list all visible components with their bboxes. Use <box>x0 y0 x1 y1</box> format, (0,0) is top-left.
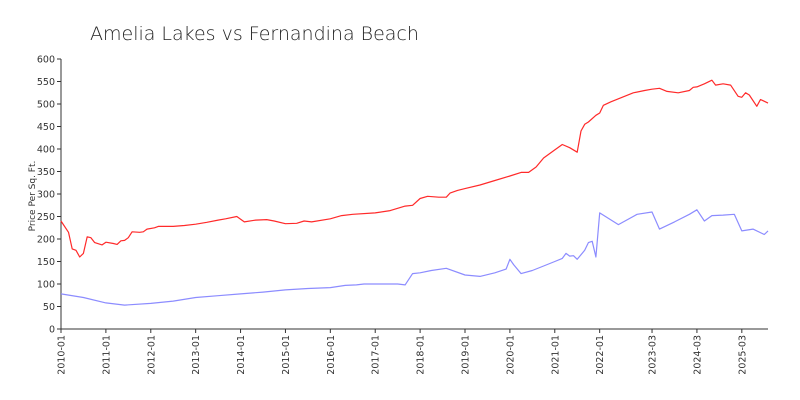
axes <box>60 59 768 330</box>
x-tick-label: 2012-01 <box>146 335 157 375</box>
y-tick-label: 50 <box>43 302 55 313</box>
x-tick-label: 2011-01 <box>101 335 112 375</box>
y-tick-label: 0 <box>49 325 55 336</box>
y-tick-label: 150 <box>37 257 55 268</box>
x-tick-label: 2021-01 <box>550 335 561 375</box>
series-line-1 <box>60 79 769 258</box>
y-tick-label: 250 <box>37 212 55 223</box>
x-tick-label: 2014-01 <box>236 335 247 375</box>
x-tick-label: 2010-01 <box>57 335 68 375</box>
y-tick-label: 100 <box>37 280 55 291</box>
x-tick-label: 2015-01 <box>281 335 292 375</box>
y-tick-label: 550 <box>37 77 55 88</box>
y-tick-label: 600 <box>37 55 55 66</box>
x-tick-label: 2019-01 <box>461 335 472 375</box>
y-tick-label: 350 <box>37 167 55 178</box>
chart-title: Amelia Lakes vs Fernandina Beach <box>90 23 419 45</box>
series-line-2 <box>60 209 769 306</box>
x-tick-label: 2017-01 <box>371 335 382 375</box>
x-tick-label: 2024-03 <box>692 335 703 375</box>
y-tick-label: 500 <box>37 100 55 111</box>
y-axis-ticks: 0 50 100 150 200 250 300 350 400 450 500 550 600 <box>37 55 61 336</box>
x-tick-label: 2025-03 <box>737 335 748 375</box>
x-tick-label: 2023-03 <box>648 335 659 375</box>
x-axis-ticks: 2010-01 2011-01 2012-01 2013-01 2014-01 2015-… <box>57 329 748 375</box>
x-tick-label: 2013-01 <box>191 335 202 375</box>
x-tick-label: 2018-01 <box>416 335 427 375</box>
y-tick-label: 300 <box>37 190 55 201</box>
y-tick-label: 200 <box>37 235 55 246</box>
series-layer <box>60 79 769 306</box>
x-tick-label: 2016-01 <box>326 335 337 375</box>
x-tick-label: 2022-01 <box>595 335 606 375</box>
y-tick-label: 400 <box>37 145 55 156</box>
y-axis-label: Price Per Sq. Ft. <box>28 161 38 232</box>
y-tick-label: 450 <box>37 122 55 133</box>
x-tick-label: 2020-01 <box>505 335 516 375</box>
